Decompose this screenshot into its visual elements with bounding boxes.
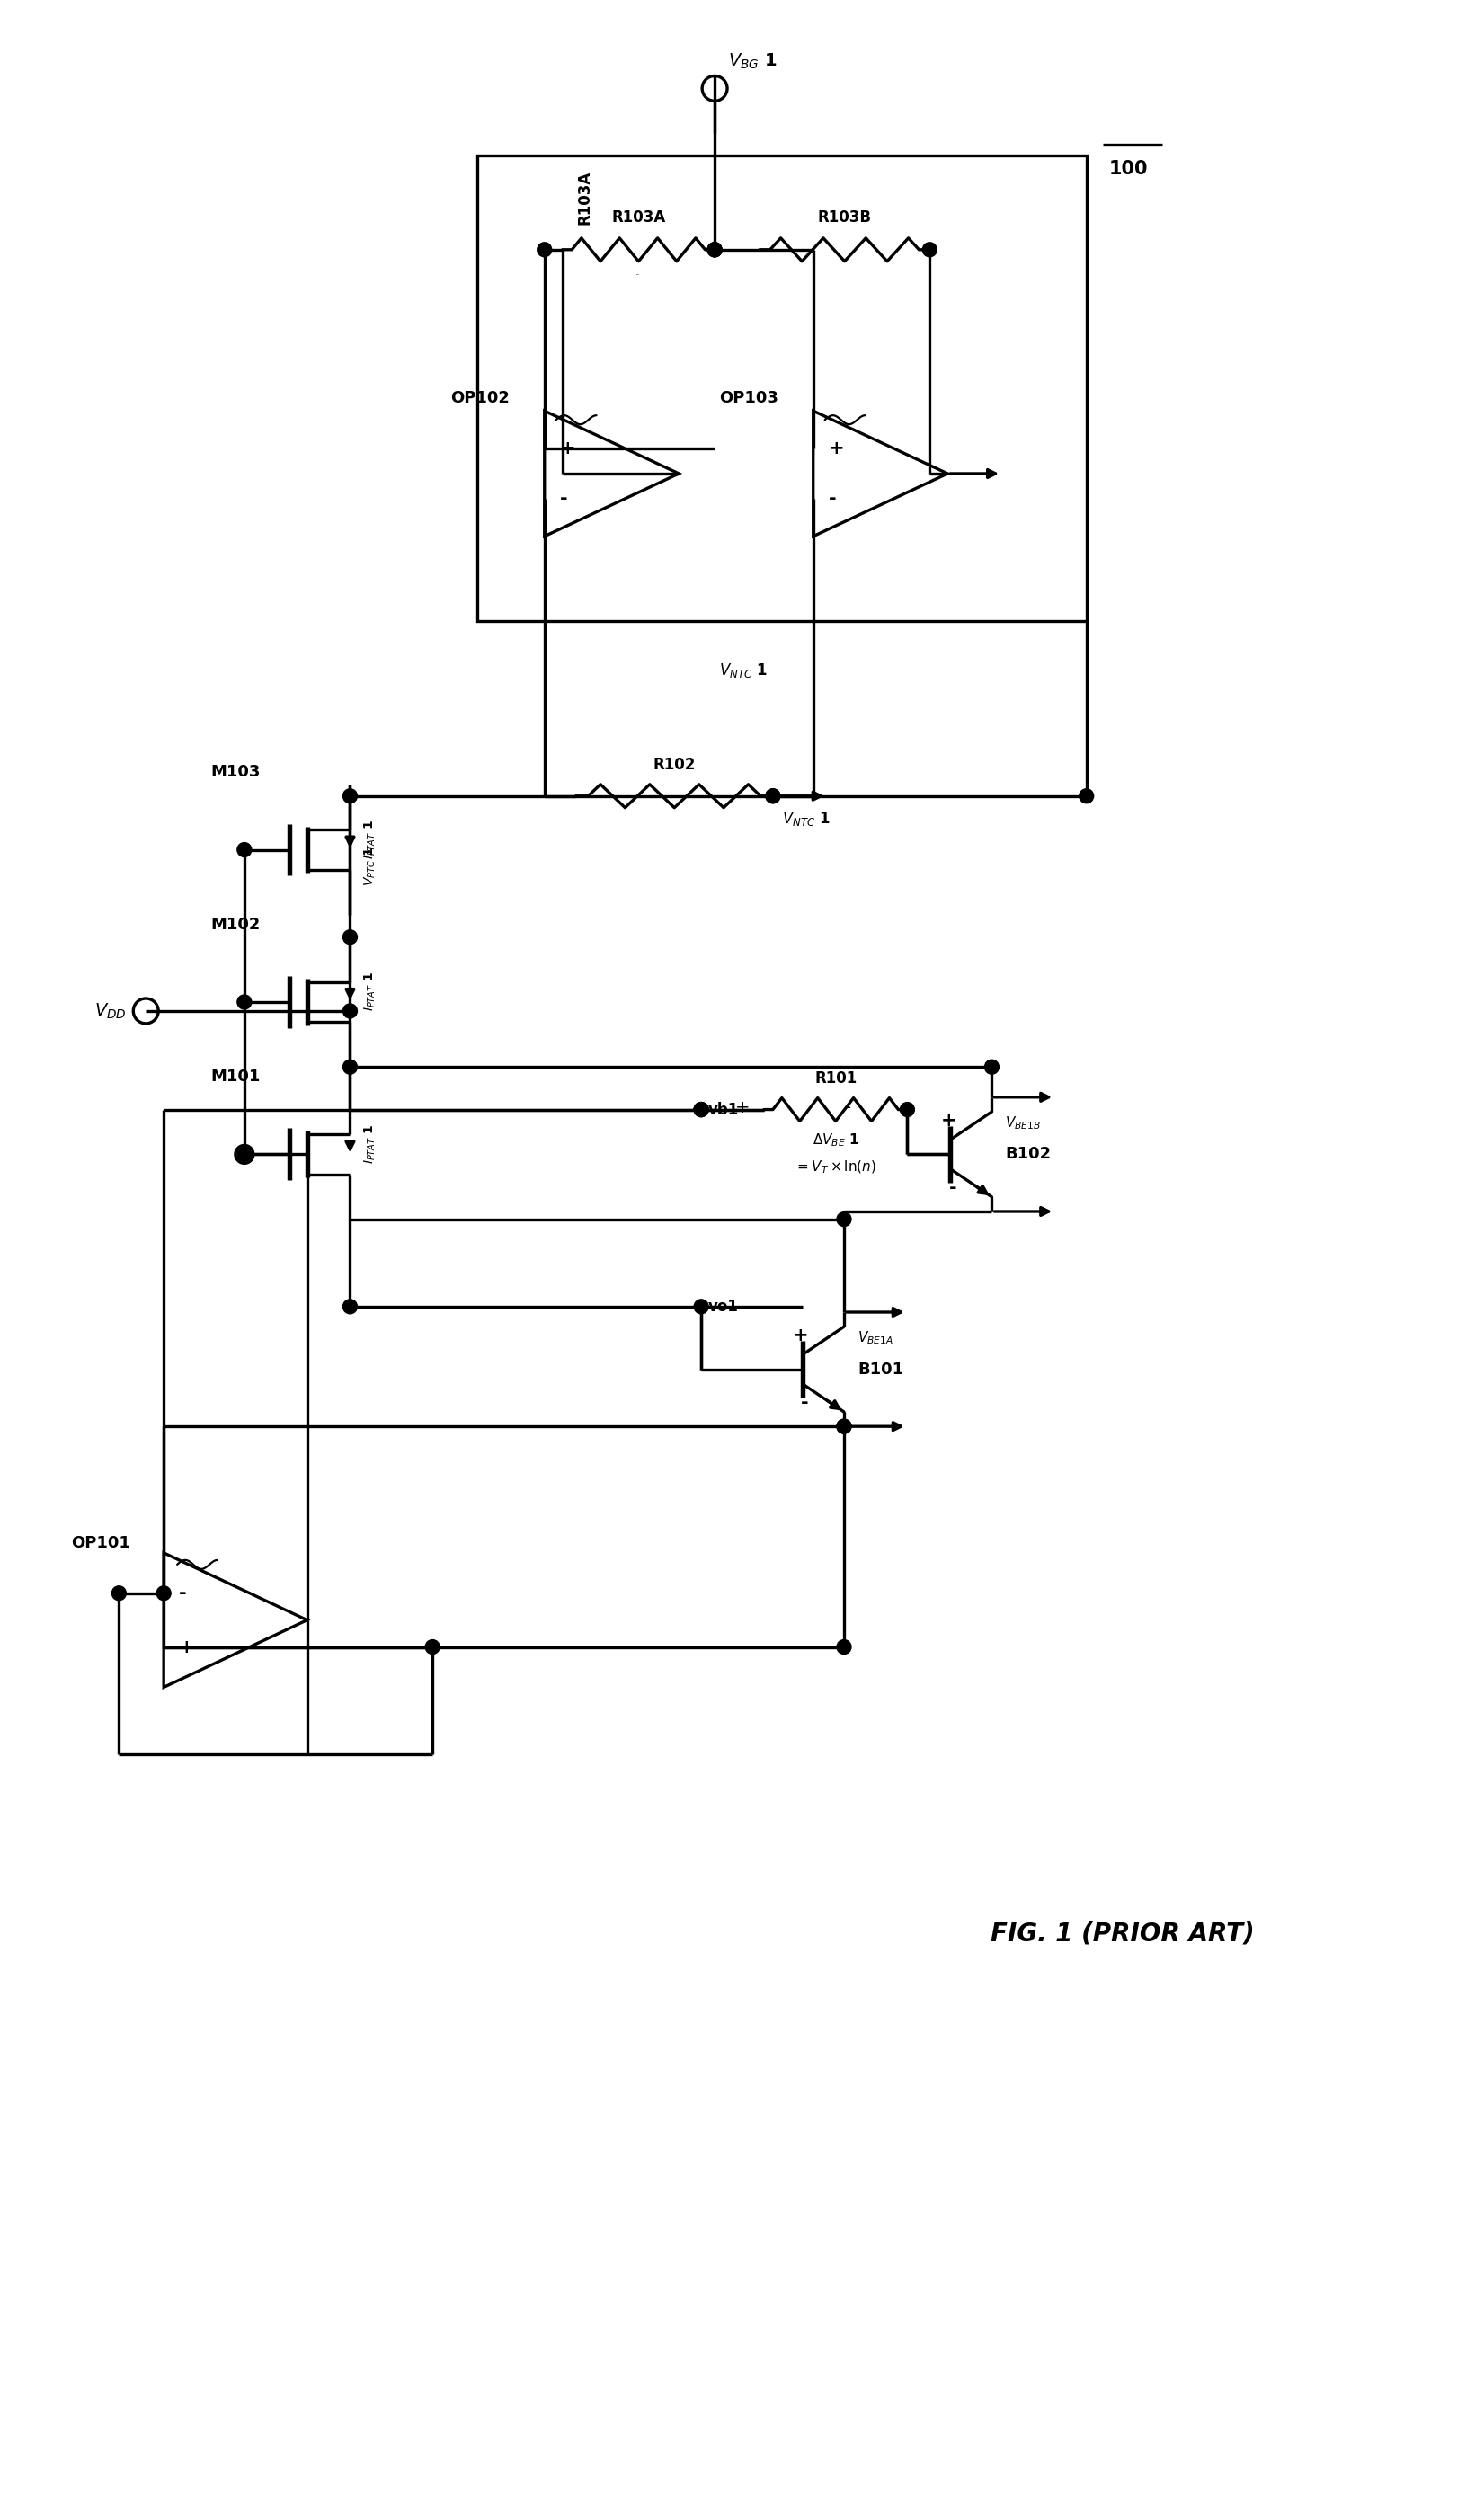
Text: R103A: R103A bbox=[611, 209, 666, 224]
Text: +: + bbox=[792, 1326, 809, 1343]
Circle shape bbox=[695, 1101, 708, 1116]
Bar bbox=[478, 156, 1086, 622]
Text: $I_{PTAT}$ 1: $I_{PTAT}$ 1 bbox=[362, 970, 377, 1011]
Circle shape bbox=[1079, 789, 1094, 804]
Text: $I_{PTAT}$ 1: $I_{PTAT}$ 1 bbox=[362, 1124, 377, 1164]
Text: $\Delta V_{BE}$ 1: $\Delta V_{BE}$ 1 bbox=[812, 1131, 859, 1149]
Circle shape bbox=[923, 242, 936, 257]
Circle shape bbox=[837, 1419, 852, 1434]
Circle shape bbox=[837, 1212, 852, 1227]
Circle shape bbox=[695, 1300, 708, 1313]
Text: 100: 100 bbox=[1109, 161, 1149, 179]
Text: $V_{DD}$: $V_{DD}$ bbox=[93, 1000, 126, 1021]
Circle shape bbox=[343, 1003, 358, 1018]
Circle shape bbox=[766, 789, 781, 804]
Circle shape bbox=[695, 1101, 708, 1116]
Text: R101: R101 bbox=[815, 1071, 856, 1086]
Text: $= V_T \times \ln(n)$: $= V_T \times \ln(n)$ bbox=[795, 1159, 877, 1174]
Circle shape bbox=[901, 1101, 914, 1116]
Text: $V_{BE1A}$: $V_{BE1A}$ bbox=[858, 1331, 893, 1346]
Circle shape bbox=[343, 1061, 358, 1074]
Text: -: - bbox=[828, 489, 835, 507]
Circle shape bbox=[426, 1641, 439, 1653]
Text: OP101: OP101 bbox=[71, 1535, 131, 1552]
Text: R103B: R103B bbox=[818, 209, 871, 224]
Text: -: - bbox=[948, 1179, 957, 1197]
Circle shape bbox=[343, 789, 358, 804]
Text: +: + bbox=[828, 438, 844, 459]
Text: +: + bbox=[735, 1099, 749, 1116]
Text: B102: B102 bbox=[1005, 1147, 1051, 1162]
Text: -: - bbox=[559, 489, 567, 507]
Circle shape bbox=[237, 995, 251, 1008]
Text: $V_{PTC}$ 1: $V_{PTC}$ 1 bbox=[362, 847, 377, 885]
Circle shape bbox=[708, 242, 721, 257]
Circle shape bbox=[343, 930, 358, 945]
Circle shape bbox=[837, 1419, 852, 1434]
Circle shape bbox=[708, 242, 721, 257]
Text: R102: R102 bbox=[653, 756, 696, 774]
Text: +: + bbox=[941, 1111, 957, 1129]
Text: -: - bbox=[180, 1585, 187, 1603]
Text: +: + bbox=[559, 438, 576, 459]
Circle shape bbox=[708, 242, 721, 257]
Text: OP103: OP103 bbox=[720, 391, 778, 406]
Text: $V_{NTC}$ 1: $V_{NTC}$ 1 bbox=[720, 663, 767, 680]
Text: $I_{PTAT}$ 1: $I_{PTAT}$ 1 bbox=[362, 819, 377, 859]
Circle shape bbox=[157, 1585, 171, 1600]
Text: R103A: R103A bbox=[577, 171, 594, 224]
Text: FIG. 1 (PRIOR ART): FIG. 1 (PRIOR ART) bbox=[990, 1920, 1254, 1945]
Circle shape bbox=[695, 1101, 708, 1116]
Text: M101: M101 bbox=[211, 1068, 260, 1086]
Circle shape bbox=[985, 1061, 999, 1074]
Text: $V_{BG}$ 1: $V_{BG}$ 1 bbox=[729, 53, 778, 71]
Text: B101: B101 bbox=[858, 1361, 904, 1378]
Text: +: + bbox=[180, 1638, 194, 1656]
Text: M102: M102 bbox=[211, 917, 260, 932]
Circle shape bbox=[343, 1300, 358, 1313]
Text: vb1: vb1 bbox=[708, 1101, 739, 1116]
Text: -: - bbox=[844, 1099, 850, 1116]
Circle shape bbox=[237, 1147, 251, 1162]
Circle shape bbox=[837, 1641, 852, 1653]
Text: $V_{NTC}$ 1: $V_{NTC}$ 1 bbox=[782, 809, 831, 827]
Text: M103: M103 bbox=[211, 764, 260, 781]
Text: $V_{BE1B}$: $V_{BE1B}$ bbox=[1005, 1114, 1042, 1131]
Circle shape bbox=[111, 1585, 126, 1600]
Circle shape bbox=[537, 242, 552, 257]
Text: OP102: OP102 bbox=[450, 391, 509, 406]
Text: -: - bbox=[801, 1394, 809, 1411]
Text: vo1: vo1 bbox=[708, 1298, 739, 1315]
Circle shape bbox=[237, 842, 251, 857]
Circle shape bbox=[766, 789, 781, 804]
